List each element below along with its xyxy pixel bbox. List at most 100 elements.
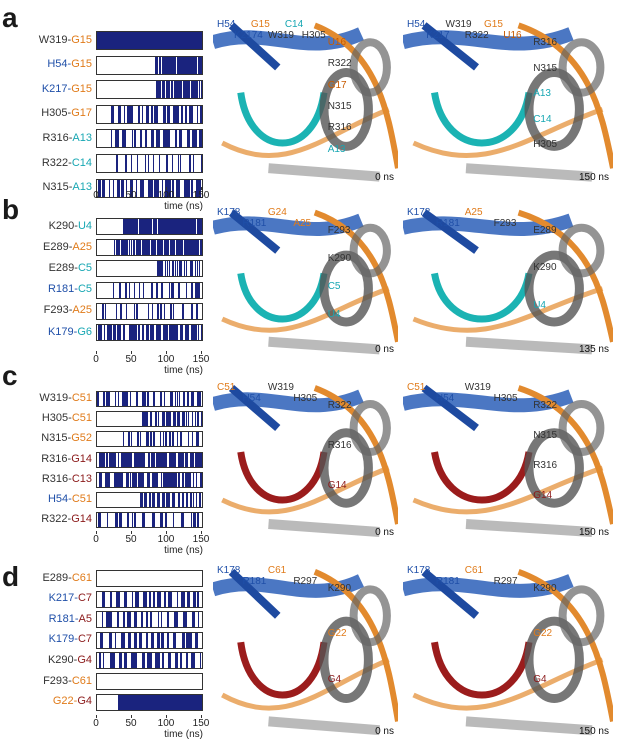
contact-bar [180, 155, 182, 172]
contact-bar [158, 612, 159, 628]
residue-annotation: R322 [327, 58, 352, 70]
contact-bar [175, 179, 181, 197]
contact-bar [147, 155, 150, 172]
contact-bar [196, 179, 202, 197]
residue-annotation: G15 [484, 19, 503, 30]
dash: - [68, 131, 73, 144]
contact-bar [195, 632, 199, 648]
contact-bar [163, 392, 166, 406]
residue-b: A13 [72, 131, 92, 144]
contact-bar [180, 261, 182, 277]
contact-bar [189, 261, 191, 277]
contact-bar [132, 694, 139, 710]
contact-bar [160, 632, 165, 648]
contact-bar [177, 432, 179, 447]
panel-letter: b [2, 194, 20, 225]
contact-bar [125, 155, 128, 172]
contact-bar [100, 632, 104, 648]
residue-annotation: H54 [435, 393, 455, 404]
contact-bar [150, 240, 156, 256]
axis-tick-label: 150 [192, 534, 210, 545]
contact-label: R316-C13 [0, 472, 92, 486]
contact-bar [196, 694, 202, 710]
contact-bar [195, 472, 198, 487]
contact-bar [178, 32, 180, 49]
axis-tick [131, 351, 132, 354]
contact-bar [194, 81, 196, 99]
protein-coil-gray [268, 519, 380, 537]
contact-bar [179, 261, 181, 277]
residue-annotation: H305 [301, 30, 326, 41]
contact-bar [159, 694, 165, 710]
contact-bar [161, 282, 163, 298]
contact-label: W319-C51 [0, 391, 92, 405]
contact-bar [162, 493, 165, 507]
residue-annotation: R297 [493, 576, 518, 587]
snapshot-time: 135 ns [578, 344, 609, 355]
residue-a: R181 [48, 612, 75, 625]
contact-bar [139, 432, 141, 447]
contact-bar [172, 432, 175, 447]
contact-bar [116, 155, 119, 172]
residue-annotation: K178 [407, 207, 431, 218]
contact-label: N315-G52 [0, 431, 92, 445]
residue-b: C14 [71, 156, 92, 169]
contact-bar [130, 653, 135, 669]
axis-tick-label: 0 [93, 534, 99, 545]
protein-coil-gray [268, 163, 380, 182]
contact-bar [111, 32, 120, 49]
dash: - [67, 33, 72, 46]
contact-bar [165, 56, 167, 74]
contact-bar [175, 81, 177, 99]
residue-annotation: H54 [242, 393, 261, 404]
contact-timeline [96, 218, 203, 235]
contact-bar [134, 612, 137, 628]
contact-bar [182, 56, 186, 74]
contact-bar [168, 240, 170, 256]
panel-letter: d [2, 561, 20, 592]
contact-bar [177, 81, 180, 99]
axis-tick-label: 150 [192, 190, 210, 201]
contact-bar [149, 432, 153, 447]
contact-label: E289-A25 [0, 240, 92, 254]
contact-bar [187, 130, 190, 148]
contact-bar [155, 282, 159, 298]
residue-annotation: K178 [217, 565, 241, 576]
contact-bar [170, 282, 174, 298]
contact-bar [160, 432, 162, 447]
residue-annotation: C14 [284, 19, 304, 30]
residue-b: C5 [77, 261, 92, 274]
residue-annotation: W319 [445, 19, 472, 30]
contact-bar [142, 32, 151, 49]
contact-label: H54-G15 [0, 57, 92, 71]
contact-bar [164, 591, 167, 607]
contact-bar [152, 513, 155, 528]
contact-bar [121, 179, 125, 197]
contact-bar [145, 240, 151, 256]
protein-helix-gray-2 [558, 585, 605, 647]
contact-bar [167, 653, 172, 669]
residue-b: G15 [71, 82, 92, 95]
dash: - [73, 325, 78, 338]
residue-annotation: F293 [493, 218, 517, 229]
contact-bar [179, 130, 183, 148]
residue-annotation: R181 [242, 576, 267, 587]
contact-bar [132, 472, 137, 487]
contact-bar [178, 282, 181, 298]
contact-bar [192, 591, 196, 607]
snapshot-time: 150 ns [578, 527, 609, 538]
contact-timeline [96, 431, 203, 448]
contact-bar [172, 179, 175, 197]
contact-bar [172, 513, 174, 528]
contact-bar [166, 105, 171, 123]
contact-timeline [96, 104, 203, 124]
contact-bar [130, 155, 133, 172]
contact-bar [156, 240, 160, 256]
residue-b: A5 [78, 612, 92, 625]
residue-a: F293 [43, 304, 69, 317]
contact-bar [177, 392, 179, 406]
contact-bar [120, 32, 124, 49]
axis-tick-label: 100 [157, 718, 175, 729]
contact-bar [176, 591, 179, 607]
contact-timeline [96, 451, 203, 468]
